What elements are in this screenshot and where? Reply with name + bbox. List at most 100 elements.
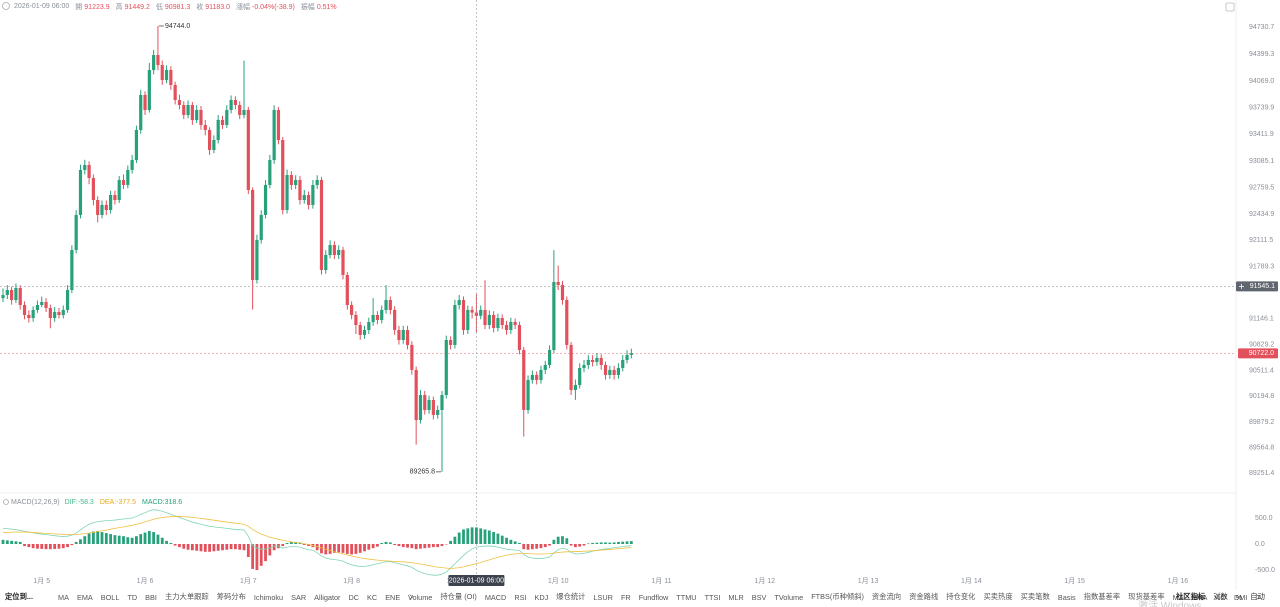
- macd-bar: [104, 533, 108, 544]
- candle-body: [147, 70, 151, 110]
- indicator-button[interactable]: 买卖笔数: [1020, 592, 1050, 601]
- macd-bar: [341, 543, 345, 553]
- candle-body: [134, 129, 139, 161]
- indicator-button[interactable]: TVolume: [774, 592, 804, 602]
- indicator-button[interactable]: FR: [620, 592, 631, 602]
- info-label: 高: [115, 3, 123, 11]
- indicator-button[interactable]: EMA: [1191, 592, 1208, 602]
- candle-body: [423, 395, 427, 410]
- macd-bar: [388, 542, 392, 544]
- indicator-button[interactable]: 指数基差率: [1083, 592, 1121, 601]
- macd-bar: [393, 543, 397, 546]
- macd-bar: [470, 527, 474, 544]
- macd-bar: [350, 543, 354, 555]
- candle-body: [100, 204, 104, 215]
- indicator-button[interactable]: TTSI: [704, 592, 721, 602]
- candle-body: [212, 140, 216, 151]
- indicator-button[interactable]: AO: [1215, 592, 1226, 602]
- macd-bar: [208, 543, 211, 552]
- indicator-button[interactable]: 资金路线: [909, 592, 939, 601]
- candle-body: [354, 315, 358, 326]
- indicator-button[interactable]: Alligator: [314, 592, 341, 602]
- indicator-button[interactable]: TTMU: [676, 592, 697, 602]
- locate-label[interactable]: 定位到...: [5, 592, 33, 601]
- y-tick-label: -500.0: [1255, 567, 1275, 574]
- indicator-button[interactable]: MA: [1172, 592, 1184, 602]
- indicator-button[interactable]: 爆仓统计: [556, 592, 586, 601]
- y-tick-label: 93411.9: [1249, 131, 1274, 138]
- indicator-button[interactable]: DC: [348, 592, 360, 602]
- y-tick-label: 92111.5: [1249, 237, 1273, 244]
- macd-bar: [18, 541, 22, 544]
- candle-body: [440, 395, 444, 410]
- candle-body: [535, 374, 539, 380]
- indicator-button[interactable]: Fundflow: [638, 592, 669, 602]
- info-label: 振幅: [300, 3, 315, 11]
- candle-body: [431, 399, 435, 415]
- indicator-eye[interactable]: [3, 499, 9, 505]
- candle-body: [48, 308, 52, 319]
- candle-body: [565, 300, 569, 345]
- candle-body: [401, 329, 405, 340]
- indicator-button[interactable]: BBI: [145, 592, 157, 602]
- candle-body: [569, 344, 573, 390]
- locate-button[interactable]: 定位到...: [5, 591, 33, 603]
- candle-body: [560, 284, 565, 301]
- y-tick-label: 93739.9: [1249, 105, 1274, 112]
- macd-bar: [182, 543, 186, 549]
- macd-bar: [74, 541, 78, 544]
- community-button[interactable]: 社区指标: [1176, 592, 1206, 601]
- indicator-button[interactable]: BSV: [751, 592, 767, 602]
- indicator-button[interactable]: ENE: [385, 592, 401, 602]
- candle-body: [143, 94, 147, 110]
- indicator-button[interactable]: SAR: [291, 592, 307, 602]
- indicator-button[interactable]: RSI: [514, 592, 527, 602]
- indicator-button[interactable]: KC: [367, 592, 378, 602]
- indicator-button[interactable]: 筹码分布: [216, 592, 246, 601]
- candle-body: [10, 290, 14, 301]
- info-value: 91223.9: [84, 3, 110, 11]
- candle-body: [530, 374, 534, 380]
- x-tick-label: 1月 13: [858, 577, 879, 585]
- option-button[interactable]: 对数: [1213, 592, 1228, 601]
- indicator-button[interactable]: Volume: [408, 592, 433, 602]
- indicator-button[interactable]: 资金流向: [871, 592, 902, 601]
- indicator-button[interactable]: MLR: [728, 592, 744, 602]
- indicator-button[interactable]: Basis: [1057, 592, 1076, 602]
- indicator-button[interactable]: 买卖热度: [983, 592, 1013, 601]
- macd-bar: [48, 543, 52, 550]
- candle-body: [517, 325, 522, 350]
- info-field: 漲幅 -0.04%(-38.9): [236, 2, 295, 12]
- crosshair-time-label: 2026-01-09 06:00: [449, 577, 504, 584]
- macd-bar: [186, 543, 190, 550]
- indicator-button[interactable]: TD: [127, 592, 138, 602]
- indicator-button[interactable]: KDJ: [534, 592, 549, 602]
- macd-bar: [419, 543, 422, 549]
- indicator-button[interactable]: FTBS(币种倾斜): [811, 592, 864, 601]
- candle-body: [53, 311, 57, 319]
- indicator-button[interactable]: BOLL: [100, 592, 120, 602]
- indicator-button[interactable]: EMA: [76, 592, 93, 602]
- option-button[interactable]: %: [1235, 592, 1243, 602]
- macd-bar: [617, 541, 620, 544]
- candle-body: [173, 84, 177, 101]
- indicator-button[interactable]: Ichimoku: [253, 592, 284, 602]
- candle-body: [311, 185, 315, 205]
- candle-body: [388, 300, 392, 310]
- indicator-button[interactable]: 持仓量 (OI): [440, 592, 477, 601]
- macd-bar: [629, 541, 633, 544]
- candle-body: [139, 94, 143, 130]
- indicator-button[interactable]: DMI: [1233, 592, 1248, 602]
- more-chevron[interactable]: [408, 593, 414, 601]
- info-value: -0.04%(-38.9): [252, 3, 295, 11]
- indicator-button[interactable]: MA: [58, 592, 69, 602]
- indicator-button[interactable]: 持仓变化: [946, 592, 976, 601]
- crosshair-time-box: [448, 575, 505, 586]
- fullscreen-button[interactable]: [1225, 2, 1235, 12]
- option-button[interactable]: 自动: [1250, 592, 1265, 601]
- indicator-button[interactable]: LSUR: [593, 592, 613, 602]
- indicator-button[interactable]: MACD: [484, 592, 507, 602]
- indicator-button[interactable]: 主力大单跟踪: [164, 592, 209, 601]
- more-chevron[interactable]: [1255, 593, 1261, 601]
- indicator-button[interactable]: 现货基差率: [1128, 592, 1165, 601]
